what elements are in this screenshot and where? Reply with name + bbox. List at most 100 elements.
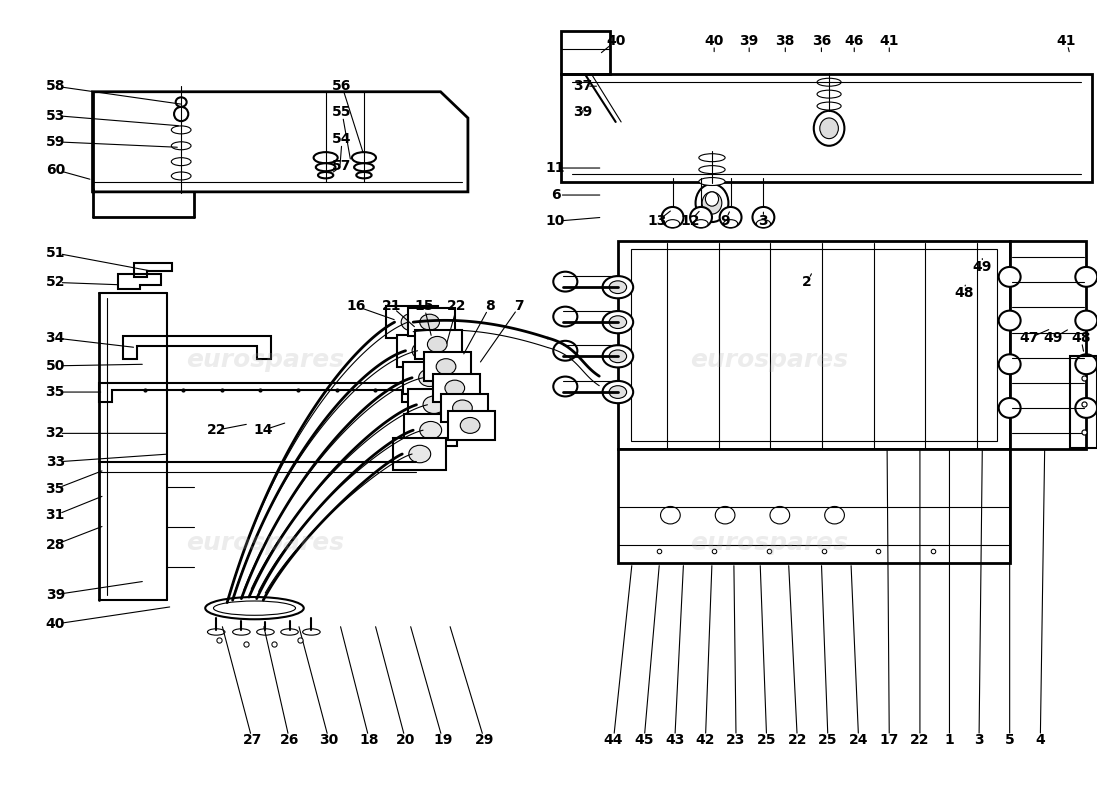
- Ellipse shape: [757, 220, 770, 228]
- Ellipse shape: [409, 446, 431, 462]
- Polygon shape: [404, 362, 455, 394]
- Text: 22: 22: [207, 423, 226, 437]
- Ellipse shape: [232, 629, 250, 635]
- Ellipse shape: [172, 158, 191, 166]
- Text: 10: 10: [546, 214, 565, 228]
- Ellipse shape: [412, 342, 434, 359]
- Ellipse shape: [302, 629, 320, 635]
- Text: 56: 56: [332, 79, 352, 93]
- Text: 22: 22: [910, 733, 930, 747]
- Ellipse shape: [172, 172, 191, 180]
- Ellipse shape: [702, 192, 722, 214]
- Ellipse shape: [460, 418, 480, 434]
- Polygon shape: [386, 306, 439, 338]
- Ellipse shape: [437, 358, 455, 374]
- Ellipse shape: [428, 337, 447, 352]
- Ellipse shape: [999, 354, 1021, 374]
- Ellipse shape: [420, 314, 440, 330]
- Polygon shape: [394, 438, 446, 470]
- Text: 8: 8: [485, 299, 495, 314]
- Ellipse shape: [316, 163, 336, 171]
- Text: 44: 44: [604, 733, 624, 747]
- Text: 29: 29: [474, 733, 494, 747]
- Text: 1: 1: [945, 733, 955, 747]
- Ellipse shape: [698, 166, 725, 174]
- Ellipse shape: [354, 163, 374, 171]
- Ellipse shape: [609, 316, 627, 329]
- Text: 27: 27: [243, 733, 262, 747]
- Ellipse shape: [609, 386, 627, 398]
- Text: 38: 38: [776, 34, 795, 48]
- Text: 50: 50: [45, 359, 65, 373]
- Polygon shape: [408, 389, 460, 421]
- Text: 43: 43: [666, 733, 684, 747]
- Text: 23: 23: [726, 733, 746, 747]
- Text: 35: 35: [45, 482, 65, 496]
- Ellipse shape: [1076, 354, 1097, 374]
- Text: eurospares: eurospares: [186, 348, 344, 372]
- Text: 46: 46: [845, 34, 864, 48]
- Text: 54: 54: [332, 133, 352, 146]
- Text: 15: 15: [415, 299, 433, 314]
- Ellipse shape: [694, 220, 708, 228]
- Ellipse shape: [206, 597, 304, 619]
- Ellipse shape: [661, 207, 683, 228]
- Ellipse shape: [402, 314, 424, 331]
- Ellipse shape: [1076, 398, 1097, 418]
- Text: 21: 21: [382, 299, 402, 314]
- Polygon shape: [408, 308, 454, 337]
- Text: 55: 55: [332, 106, 352, 119]
- Polygon shape: [433, 374, 480, 402]
- Text: 37: 37: [573, 79, 593, 93]
- Ellipse shape: [660, 506, 680, 524]
- Ellipse shape: [814, 111, 845, 146]
- Text: 49: 49: [972, 259, 992, 274]
- Text: 39: 39: [739, 34, 759, 48]
- Text: 31: 31: [45, 508, 65, 522]
- Ellipse shape: [280, 629, 298, 635]
- Text: 49: 49: [1044, 331, 1063, 345]
- Ellipse shape: [719, 207, 741, 228]
- Polygon shape: [618, 241, 1010, 450]
- Ellipse shape: [603, 311, 634, 334]
- Ellipse shape: [603, 345, 634, 367]
- Polygon shape: [441, 394, 487, 422]
- Text: 3: 3: [759, 214, 768, 228]
- Ellipse shape: [314, 152, 338, 163]
- Text: 40: 40: [704, 34, 724, 48]
- Ellipse shape: [817, 90, 842, 98]
- Ellipse shape: [770, 506, 790, 524]
- Text: 11: 11: [546, 161, 565, 175]
- Ellipse shape: [820, 118, 838, 138]
- Ellipse shape: [256, 629, 274, 635]
- Ellipse shape: [352, 152, 376, 163]
- Text: 22: 22: [788, 733, 807, 747]
- Text: 41: 41: [880, 34, 899, 48]
- Text: 9: 9: [720, 214, 730, 228]
- Text: 35: 35: [45, 385, 65, 399]
- Text: 5: 5: [1004, 733, 1014, 747]
- Text: 42: 42: [695, 733, 715, 747]
- Text: 58: 58: [45, 79, 65, 93]
- Text: 33: 33: [46, 455, 65, 469]
- Text: 40: 40: [606, 34, 626, 48]
- Text: 48: 48: [954, 286, 974, 300]
- Ellipse shape: [999, 310, 1021, 330]
- Ellipse shape: [666, 220, 680, 228]
- Ellipse shape: [825, 506, 845, 524]
- Text: eurospares: eurospares: [186, 531, 344, 555]
- Ellipse shape: [444, 380, 464, 396]
- Ellipse shape: [553, 272, 578, 291]
- Polygon shape: [1010, 241, 1087, 450]
- Ellipse shape: [609, 350, 627, 362]
- Text: 20: 20: [396, 733, 415, 747]
- Text: 59: 59: [45, 135, 65, 149]
- Ellipse shape: [999, 398, 1021, 418]
- Polygon shape: [425, 352, 471, 381]
- Text: 41: 41: [1057, 34, 1076, 48]
- Text: 28: 28: [45, 538, 65, 551]
- Ellipse shape: [318, 172, 333, 178]
- Ellipse shape: [419, 369, 441, 386]
- Ellipse shape: [420, 422, 441, 439]
- Text: 45: 45: [635, 733, 653, 747]
